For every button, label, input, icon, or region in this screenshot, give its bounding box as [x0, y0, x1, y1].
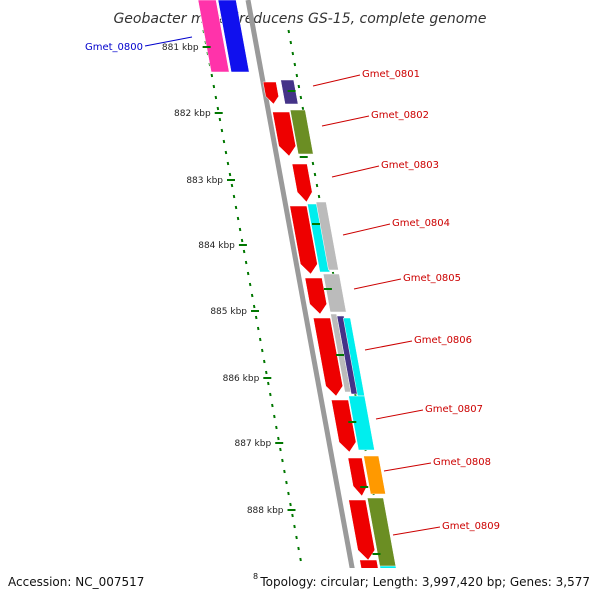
gene-segment — [307, 203, 331, 273]
gene-label[interactable]: Gmet_0800 — [85, 42, 143, 53]
gene-segment — [289, 205, 318, 275]
topology-text: Topology: circular; Length: 3,997,420 bp… — [259, 575, 590, 589]
gene-segment — [312, 317, 344, 397]
ruler-left — [202, 29, 304, 573]
gene-segment — [363, 455, 386, 495]
kbp-tick-label: 887 kbp — [235, 439, 272, 449]
gene-segment — [331, 399, 357, 453]
gene-label[interactable]: Gmet_0802 — [371, 110, 429, 121]
leader-line — [312, 74, 361, 87]
genome-title: Geobacter metallireducens GS-15, complet… — [113, 11, 486, 27]
gene-label[interactable]: Gmet_0804 — [392, 218, 450, 229]
leader-line — [144, 36, 193, 47]
gene-label[interactable]: Gmet_0803 — [381, 160, 439, 171]
gene-segment — [262, 81, 279, 105]
gene-segment — [322, 273, 347, 313]
leader-line — [375, 409, 424, 420]
gene-label[interactable]: Gmet_0806 — [414, 335, 472, 346]
gene-segment — [315, 201, 339, 271]
gene-segment — [217, 0, 250, 73]
kbp-tick-label: 884 kbp — [198, 241, 235, 251]
gene-segment — [304, 277, 327, 315]
gene-label[interactable]: Gmet_0809 — [442, 521, 500, 532]
gene-segment — [348, 395, 375, 451]
gene-label[interactable]: Gmet_0807 — [425, 404, 483, 415]
gene-track — [197, 0, 403, 600]
gene-segment — [348, 499, 376, 561]
kbp-tick-label: 882 kbp — [174, 109, 211, 119]
leader-line — [342, 223, 391, 236]
leader-line — [331, 165, 380, 178]
gene-label[interactable]: Gmet_0805 — [403, 273, 461, 284]
kbp-tick-label: 883 kbp — [186, 176, 223, 186]
gene-segment — [289, 109, 314, 155]
gene-segment — [272, 111, 297, 157]
cut-label: 8 — [253, 572, 258, 581]
gene-segment — [291, 163, 313, 203]
leader-line — [321, 115, 370, 127]
leader-line — [364, 340, 413, 351]
leader-line — [353, 278, 402, 290]
kbp-tick-label: 886 kbp — [223, 374, 260, 384]
gene-labels: Gmet_0800 Gmet_0801 Gmet_0802 Gmet_0803 Gmet… — [85, 36, 500, 536]
leader-line — [392, 526, 441, 536]
gene-label[interactable]: Gmet_0808 — [433, 457, 491, 468]
accession-text: Accession: NC_007517 — [8, 575, 144, 589]
gene-label[interactable]: Gmet_0801 — [362, 69, 420, 80]
kbp-tick-label: 881 kbp — [162, 43, 199, 53]
leader-line — [383, 462, 432, 472]
backbone — [245, 0, 361, 600]
kbp-tick-label: 885 kbp — [210, 307, 247, 317]
kbp-axis: 881 kbp 882 kbp 883 kbp 884 kbp 885 kbp 886 k… — [162, 43, 381, 555]
gene-segment — [347, 457, 368, 497]
kbp-tick-label: 888 kbp — [247, 506, 284, 516]
footer-bg — [250, 568, 600, 600]
